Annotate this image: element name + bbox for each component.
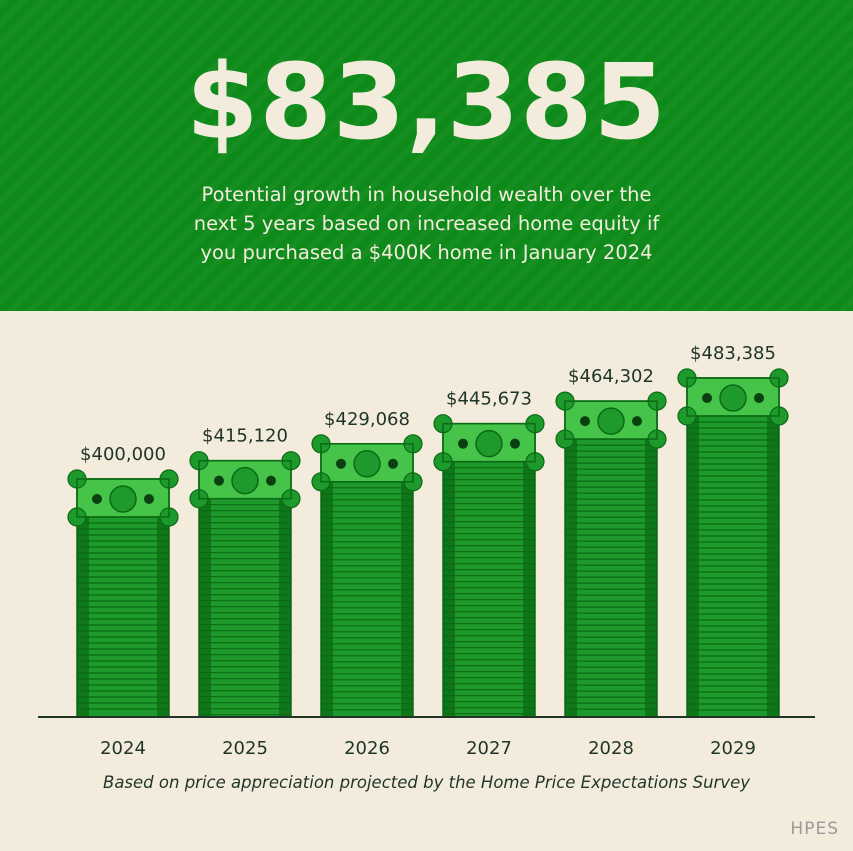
bar-shade-right (157, 515, 169, 717)
bar-2025: $415,120 2025 (189, 426, 301, 759)
chart-caption: Based on price appreciation projected by… (103, 773, 750, 792)
source-label: HPES (790, 819, 839, 839)
headline-amount: $83,385 (186, 41, 667, 163)
bar-2024: $400,000 2024 (67, 444, 179, 759)
x-tick-label: 2028 (588, 738, 634, 759)
top-bill-icon (433, 414, 545, 472)
top-bill-icon (555, 391, 667, 449)
bar-body (76, 478, 170, 718)
x-tick-label: 2027 (466, 738, 512, 759)
header-banner: $83,385 Potential growth in household we… (0, 0, 853, 311)
top-bill-icon (677, 368, 789, 426)
bar-shade-right (401, 479, 413, 717)
subtext-line-3: you purchased a $400K home in January 20… (200, 241, 653, 264)
bar-shade-left (321, 479, 333, 717)
bar-2029: $483,385 2029 (677, 343, 789, 759)
bar-2028: $464,302 2028 (555, 366, 667, 759)
x-tick-label: 2024 (100, 738, 146, 759)
bar-body (320, 443, 414, 718)
bar-value-label: $415,120 (202, 426, 288, 447)
top-bill-icon (67, 469, 179, 527)
bar-value-label: $464,302 (568, 366, 654, 387)
headline-description: Potential growth in household wealth ove… (0, 180, 853, 267)
subtext-line-2: next 5 years based on increased home equ… (193, 212, 660, 235)
x-tick-label: 2026 (344, 738, 390, 759)
bar-value-label: $429,068 (324, 409, 410, 430)
bar-shade-left (77, 515, 89, 717)
x-tick-label: 2025 (222, 738, 268, 759)
top-bill-icon (311, 434, 423, 492)
bar-2026: $429,068 2026 (311, 409, 423, 759)
bar-shade-left (443, 459, 455, 717)
bar-value-label: $400,000 (80, 444, 166, 465)
bar-value-label: $445,673 (446, 389, 532, 410)
top-bill-icon (189, 451, 301, 509)
bar-2027: $445,673 2027 (433, 389, 545, 759)
bar-value-label: $483,385 (690, 343, 776, 364)
bar-shade-right (523, 459, 535, 717)
subtext-line-1: Potential growth in household wealth ove… (201, 183, 652, 206)
x-tick-label: 2029 (710, 738, 756, 759)
home-value-chart: $400,000 2024 $415,120 2025 $429,068 2026 $445… (38, 343, 815, 759)
